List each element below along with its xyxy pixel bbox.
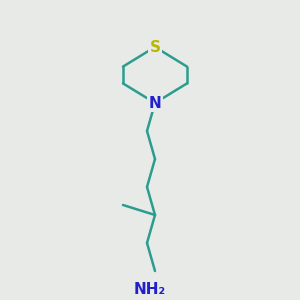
Text: S: S xyxy=(149,40,161,55)
Text: NH₂: NH₂ xyxy=(134,281,166,296)
Text: N: N xyxy=(148,95,161,110)
